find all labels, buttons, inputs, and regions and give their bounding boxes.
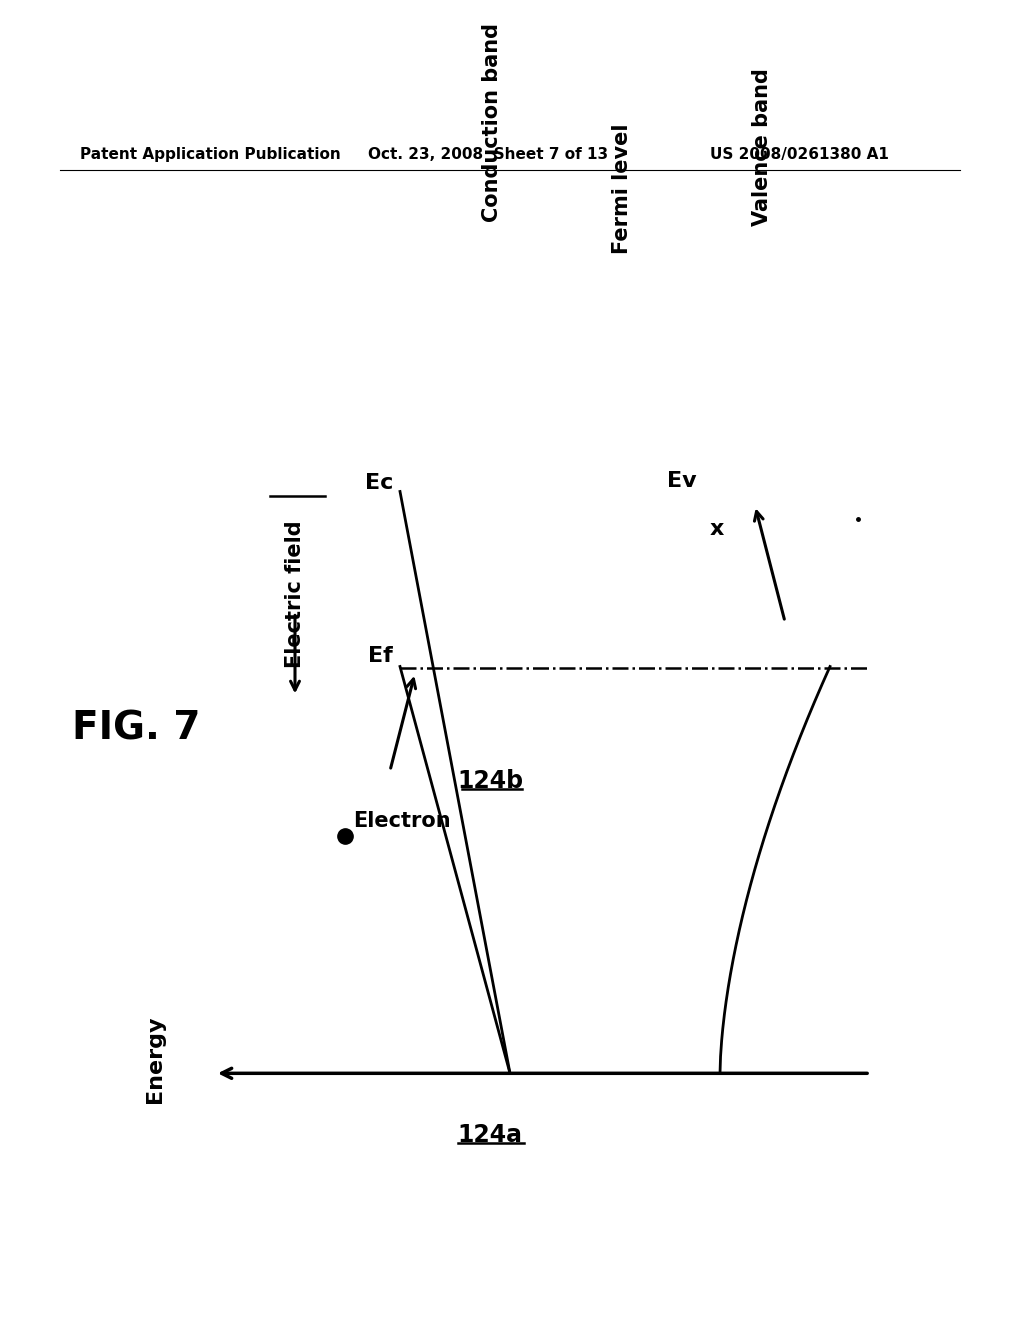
Text: Energy: Energy bbox=[145, 1015, 165, 1104]
Text: Fermi level: Fermi level bbox=[612, 124, 632, 255]
Text: Conduction band: Conduction band bbox=[482, 22, 502, 222]
Text: FIG. 7: FIG. 7 bbox=[72, 710, 201, 748]
Text: Ef: Ef bbox=[369, 645, 393, 665]
Text: Valence band: Valence band bbox=[752, 69, 772, 226]
Text: Oct. 23, 2008  Sheet 7 of 13: Oct. 23, 2008 Sheet 7 of 13 bbox=[368, 147, 608, 162]
Text: 124a: 124a bbox=[458, 1122, 522, 1147]
Text: US 2008/0261380 A1: US 2008/0261380 A1 bbox=[710, 147, 889, 162]
Text: Electron: Electron bbox=[353, 812, 451, 832]
Text: Ec: Ec bbox=[365, 474, 393, 494]
Text: x: x bbox=[710, 519, 724, 540]
Text: 124b: 124b bbox=[457, 770, 523, 793]
Text: Ev: Ev bbox=[668, 471, 697, 491]
Text: Electric field: Electric field bbox=[285, 520, 305, 668]
Text: Patent Application Publication: Patent Application Publication bbox=[80, 147, 341, 162]
